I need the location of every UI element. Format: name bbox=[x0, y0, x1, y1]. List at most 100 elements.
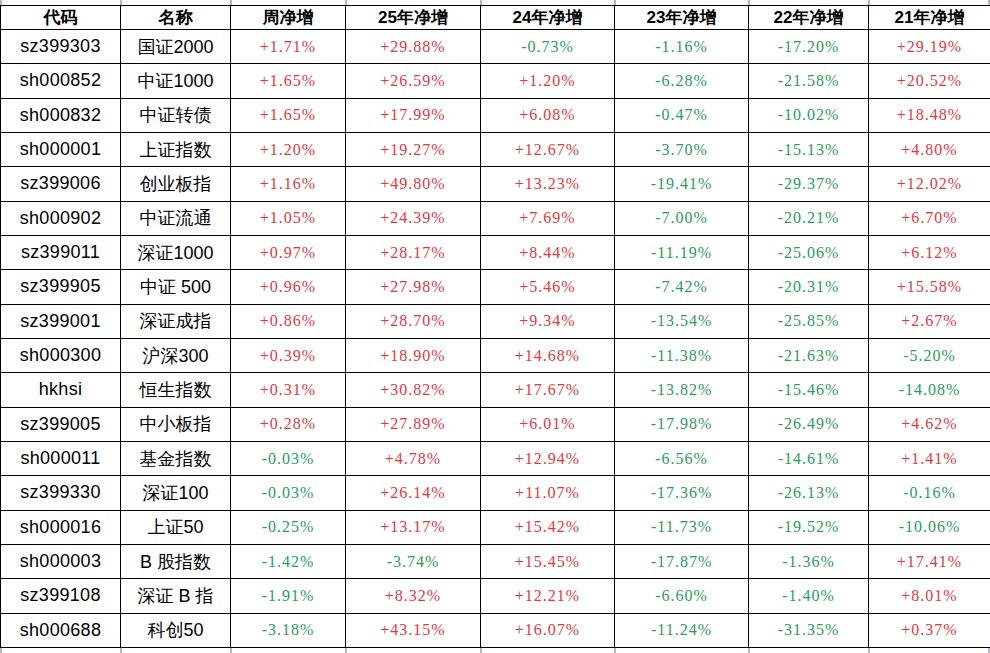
value-cell[interactable]: -15.46% bbox=[749, 373, 869, 407]
value-cell[interactable]: +17.99% bbox=[346, 98, 481, 132]
value-cell[interactable]: -31.35% bbox=[749, 613, 869, 647]
value-cell[interactable]: +12.67% bbox=[481, 132, 615, 166]
name-cell[interactable]: 中证 500 bbox=[121, 270, 231, 304]
value-cell[interactable]: +29.88% bbox=[346, 30, 481, 64]
value-cell[interactable]: +4.62% bbox=[869, 407, 990, 441]
value-cell[interactable]: -14.08% bbox=[869, 373, 990, 407]
value-cell[interactable]: +18.90% bbox=[346, 338, 481, 372]
col-header-2022-net[interactable]: 22年净增 bbox=[749, 6, 869, 30]
code-cell[interactable]: sz399006 bbox=[1, 167, 121, 201]
code-cell[interactable]: sz399905 bbox=[1, 270, 121, 304]
value-cell[interactable]: +0.37% bbox=[869, 613, 990, 647]
name-cell[interactable]: 深证1000 bbox=[121, 235, 231, 269]
col-header-week-net[interactable]: 周净增 bbox=[231, 6, 346, 30]
value-cell[interactable]: -19.52% bbox=[749, 510, 869, 544]
value-cell[interactable]: +1.65% bbox=[231, 64, 346, 98]
value-cell[interactable]: -0.25% bbox=[231, 510, 346, 544]
value-cell[interactable]: +6.08% bbox=[481, 98, 615, 132]
value-cell[interactable]: +49.80% bbox=[346, 167, 481, 201]
col-header-2025-net[interactable]: 25年净增 bbox=[346, 6, 481, 30]
col-header-2023-net[interactable]: 23年净增 bbox=[615, 6, 749, 30]
code-cell[interactable]: sh000902 bbox=[1, 201, 121, 235]
code-cell[interactable]: sz399005 bbox=[1, 407, 121, 441]
value-cell[interactable]: -3.18% bbox=[231, 613, 346, 647]
value-cell[interactable]: +27.89% bbox=[346, 407, 481, 441]
value-cell[interactable]: -25.06% bbox=[749, 235, 869, 269]
code-cell[interactable]: sz399001 bbox=[1, 304, 121, 338]
value-cell[interactable]: -17.36% bbox=[615, 476, 749, 510]
code-cell[interactable]: sh000016 bbox=[1, 510, 121, 544]
value-cell[interactable]: -10.02% bbox=[749, 98, 869, 132]
name-cell[interactable]: 中证1000 bbox=[121, 64, 231, 98]
value-cell[interactable]: +8.01% bbox=[869, 579, 990, 613]
value-cell[interactable]: +15.45% bbox=[481, 544, 615, 578]
code-cell[interactable]: sh000688 bbox=[1, 613, 121, 647]
value-cell[interactable]: -20.31% bbox=[749, 270, 869, 304]
value-cell[interactable]: +1.05% bbox=[231, 201, 346, 235]
value-cell[interactable]: +19.27% bbox=[346, 132, 481, 166]
name-cell[interactable]: 深证100 bbox=[121, 476, 231, 510]
value-cell[interactable]: -6.28% bbox=[615, 64, 749, 98]
value-cell[interactable]: -10.06% bbox=[869, 510, 990, 544]
value-cell[interactable]: +13.17% bbox=[346, 510, 481, 544]
value-cell[interactable]: -21.63% bbox=[749, 338, 869, 372]
value-cell[interactable]: +12.94% bbox=[481, 441, 615, 475]
value-cell[interactable]: -1.42% bbox=[231, 544, 346, 578]
name-cell[interactable]: 中小板指 bbox=[121, 407, 231, 441]
value-cell[interactable]: -1.16% bbox=[615, 30, 749, 64]
value-cell[interactable]: -7.42% bbox=[615, 270, 749, 304]
value-cell[interactable]: -19.41% bbox=[615, 167, 749, 201]
code-cell[interactable]: sz399108 bbox=[1, 579, 121, 613]
code-cell[interactable]: hkhsi bbox=[1, 373, 121, 407]
value-cell[interactable]: +24.39% bbox=[346, 201, 481, 235]
name-cell[interactable]: 深证成指 bbox=[121, 304, 231, 338]
value-cell[interactable]: -26.49% bbox=[749, 407, 869, 441]
name-cell[interactable]: 恒生指数 bbox=[121, 373, 231, 407]
value-cell[interactable]: -0.73% bbox=[481, 30, 615, 64]
value-cell[interactable]: -21.58% bbox=[749, 64, 869, 98]
value-cell[interactable]: +17.41% bbox=[869, 544, 990, 578]
value-cell[interactable]: -11.19% bbox=[615, 235, 749, 269]
value-cell[interactable]: -11.24% bbox=[615, 613, 749, 647]
value-cell[interactable]: +18.48% bbox=[869, 98, 990, 132]
value-cell[interactable]: +29.19% bbox=[869, 30, 990, 64]
value-cell[interactable]: +12.02% bbox=[869, 167, 990, 201]
value-cell[interactable]: -0.03% bbox=[231, 476, 346, 510]
value-cell[interactable]: -11.38% bbox=[615, 338, 749, 372]
value-cell[interactable]: +30.82% bbox=[346, 373, 481, 407]
value-cell[interactable]: +26.59% bbox=[346, 64, 481, 98]
col-header-2024-net[interactable]: 24年净增 bbox=[481, 6, 615, 30]
value-cell[interactable]: +6.70% bbox=[869, 201, 990, 235]
value-cell[interactable]: +1.71% bbox=[231, 30, 346, 64]
code-cell[interactable]: sh000011 bbox=[1, 441, 121, 475]
value-cell[interactable]: -25.85% bbox=[749, 304, 869, 338]
value-cell[interactable]: -0.03% bbox=[231, 441, 346, 475]
value-cell[interactable]: +14.68% bbox=[481, 338, 615, 372]
value-cell[interactable]: +0.39% bbox=[231, 338, 346, 372]
value-cell[interactable]: +26.14% bbox=[346, 476, 481, 510]
value-cell[interactable]: -14.61% bbox=[749, 441, 869, 475]
value-cell[interactable]: -13.82% bbox=[615, 373, 749, 407]
value-cell[interactable]: -6.60% bbox=[615, 579, 749, 613]
value-cell[interactable]: +17.67% bbox=[481, 373, 615, 407]
code-cell[interactable]: sz399011 bbox=[1, 235, 121, 269]
value-cell[interactable]: -3.74% bbox=[346, 544, 481, 578]
name-cell[interactable]: 深证 B 指 bbox=[121, 579, 231, 613]
value-cell[interactable]: +7.69% bbox=[481, 201, 615, 235]
name-cell[interactable]: 上证指数 bbox=[121, 132, 231, 166]
name-cell[interactable]: 上证50 bbox=[121, 510, 231, 544]
value-cell[interactable]: +6.01% bbox=[481, 407, 615, 441]
value-cell[interactable]: -11.73% bbox=[615, 510, 749, 544]
code-cell[interactable]: sz399330 bbox=[1, 476, 121, 510]
value-cell[interactable]: +16.07% bbox=[481, 613, 615, 647]
value-cell[interactable]: +8.32% bbox=[346, 579, 481, 613]
value-cell[interactable]: +1.16% bbox=[231, 167, 346, 201]
code-cell[interactable]: sh000300 bbox=[1, 338, 121, 372]
col-header-code[interactable]: 代码 bbox=[1, 6, 121, 30]
value-cell[interactable]: -7.00% bbox=[615, 201, 749, 235]
value-cell[interactable]: +1.20% bbox=[231, 132, 346, 166]
value-cell[interactable]: +0.28% bbox=[231, 407, 346, 441]
value-cell[interactable]: +1.20% bbox=[481, 64, 615, 98]
value-cell[interactable]: +12.21% bbox=[481, 579, 615, 613]
value-cell[interactable]: +0.96% bbox=[231, 270, 346, 304]
